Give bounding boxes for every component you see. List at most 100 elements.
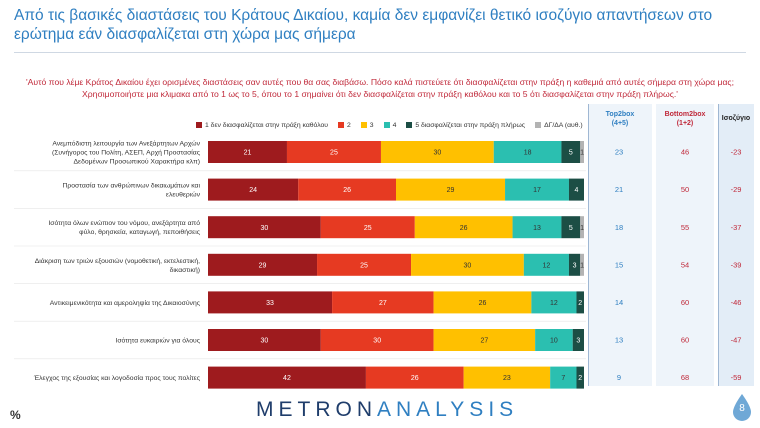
bar-segment xyxy=(493,141,562,163)
data-label: 2 xyxy=(578,300,582,307)
data-label: 13 xyxy=(533,225,541,232)
page-number: 8 xyxy=(739,403,745,414)
balance-panel xyxy=(718,104,754,386)
data-label: 1 xyxy=(580,262,584,269)
legend-swatch xyxy=(338,122,344,128)
data-label: 12 xyxy=(550,300,558,307)
bar-segment xyxy=(414,216,513,239)
data-label: 42 xyxy=(283,375,291,382)
bar-segment xyxy=(576,366,584,389)
data-label: 27 xyxy=(480,338,488,345)
legend-item: ΔΓ/ΔΑ (αυθ.) xyxy=(535,122,583,129)
category-label: Δεδομένων Προσωπικού Χαρακτήρα κλπ) xyxy=(74,158,201,166)
data-label: 18 xyxy=(524,150,532,157)
category-label: ελευθεριών xyxy=(166,191,201,199)
bar-segment xyxy=(208,178,299,201)
logo-part-2: ANALYSIS xyxy=(377,398,519,421)
bar-segment xyxy=(317,253,412,276)
page-number-drop-icon xyxy=(733,394,751,421)
data-label: 29 xyxy=(447,187,455,194)
question-line-2: Χρησιμοποιήστε μια κλιμακα από το 1 ως τ… xyxy=(82,89,678,99)
top2box-value: 14 xyxy=(615,298,623,307)
legend-label: 1 δεν διασφαλίζεται στην πράξη καθόλου xyxy=(205,121,328,129)
data-label: 25 xyxy=(364,225,372,232)
legend-label: ΔΓ/ΔΑ (αυθ.) xyxy=(544,121,583,129)
data-label: 26 xyxy=(479,300,487,307)
bottom2box-value: 50 xyxy=(681,185,689,194)
percent-sign: % xyxy=(10,408,21,422)
bottom2box-value: 54 xyxy=(681,260,689,269)
title-line-2: ερώτημα εάν διασφαλίζεται στη χώρα μας σ… xyxy=(14,26,356,43)
legend-swatch xyxy=(535,122,542,128)
category-label: φύλο, θρησκεία, καταγωγή, πεποιθήσεις xyxy=(79,228,201,236)
top2box-header: Top2box (4+5) xyxy=(590,110,650,128)
legend-swatch xyxy=(406,122,413,128)
data-label: 24 xyxy=(249,187,257,194)
bar-segment xyxy=(576,291,584,314)
top2box-value: 13 xyxy=(615,336,623,345)
bar-segment xyxy=(208,253,318,276)
title-line-1: Από τις βασικές διαστάσεις του Κράτους Δ… xyxy=(14,7,713,24)
data-label: 26 xyxy=(460,225,468,232)
data-label: 30 xyxy=(464,262,472,269)
data-label: 26 xyxy=(411,375,419,382)
category-label: Ισότητα όλων ενώπιον του νόμου, ανεξάρτη… xyxy=(48,219,200,227)
legend-label: 4 xyxy=(392,121,397,129)
bar-segment xyxy=(561,141,581,163)
balance-value: -29 xyxy=(731,185,742,194)
legend-item: 2 xyxy=(338,122,351,129)
balance-value: -37 xyxy=(731,223,742,232)
bar-segment xyxy=(320,216,415,239)
chart-legend: 1 δεν διασφαλίζεται στην πράξη καθόλου 2… xyxy=(196,119,593,131)
bar-segment xyxy=(580,141,584,163)
bottom2box-value: 68 xyxy=(681,373,689,382)
bar-segment xyxy=(580,253,584,276)
title-divider xyxy=(14,52,746,53)
bottom2box-value: 55 xyxy=(681,223,689,232)
category-label: Προστασία των ανθρώπινων δικαιωμάτων και xyxy=(63,182,201,190)
data-label: 30 xyxy=(433,150,441,157)
bar-segment xyxy=(550,366,577,389)
bar-segment xyxy=(365,366,464,389)
data-label: 4 xyxy=(575,187,579,194)
data-label: 1 xyxy=(580,225,584,232)
top2box-value: 23 xyxy=(615,148,623,157)
bar-segment xyxy=(433,291,532,314)
bar-segment xyxy=(531,291,577,314)
bar-segment xyxy=(561,216,581,239)
data-label: 25 xyxy=(360,262,368,269)
panel-divider xyxy=(588,104,589,386)
balance-value: -23 xyxy=(731,148,742,157)
balance-value: -46 xyxy=(731,298,742,307)
data-label: 25 xyxy=(330,150,338,157)
bottom2box-value: 60 xyxy=(681,336,689,345)
data-label: 1 xyxy=(580,150,584,157)
bar-segment xyxy=(580,216,584,239)
data-label: 3 xyxy=(573,262,577,269)
legend-label: 3 xyxy=(369,121,374,129)
data-label: 30 xyxy=(261,225,269,232)
top2box-header-line-2: (4+5) xyxy=(611,120,629,127)
bottom2box-header: Bottom2box (1+2) xyxy=(656,110,714,128)
top2box-panel xyxy=(588,104,652,386)
top2box-value: 18 xyxy=(615,223,623,232)
data-label: 27 xyxy=(379,300,387,307)
legend-label: 5 διασφαλίζεται στην πράξη πλήρως xyxy=(415,121,526,129)
category-label: Ανεμπόδιστη λειτουργία των Ανεξάρτητων Α… xyxy=(52,140,200,148)
page-title: Από τις βασικές διαστάσεις του Κράτους Δ… xyxy=(14,6,714,44)
bottom2box-panel xyxy=(656,104,714,386)
bar-segment xyxy=(433,329,536,351)
data-label: 33 xyxy=(266,300,274,307)
category-label: Διάκριση των τριών εξουσιών (νομοθετική,… xyxy=(35,257,200,265)
bar-segment xyxy=(286,141,381,163)
survey-question: 'Αυτό που λέμε Κράτος Δικαίου έχει ορισμ… xyxy=(10,76,750,100)
bar-segment xyxy=(208,329,321,351)
bar-segment xyxy=(535,329,573,351)
balance-value: -39 xyxy=(731,260,742,269)
bar-segment xyxy=(396,178,506,201)
bar-segment xyxy=(411,253,524,276)
bar-segment xyxy=(523,253,569,276)
bar-segment xyxy=(208,366,366,389)
bar-segment xyxy=(463,366,551,389)
